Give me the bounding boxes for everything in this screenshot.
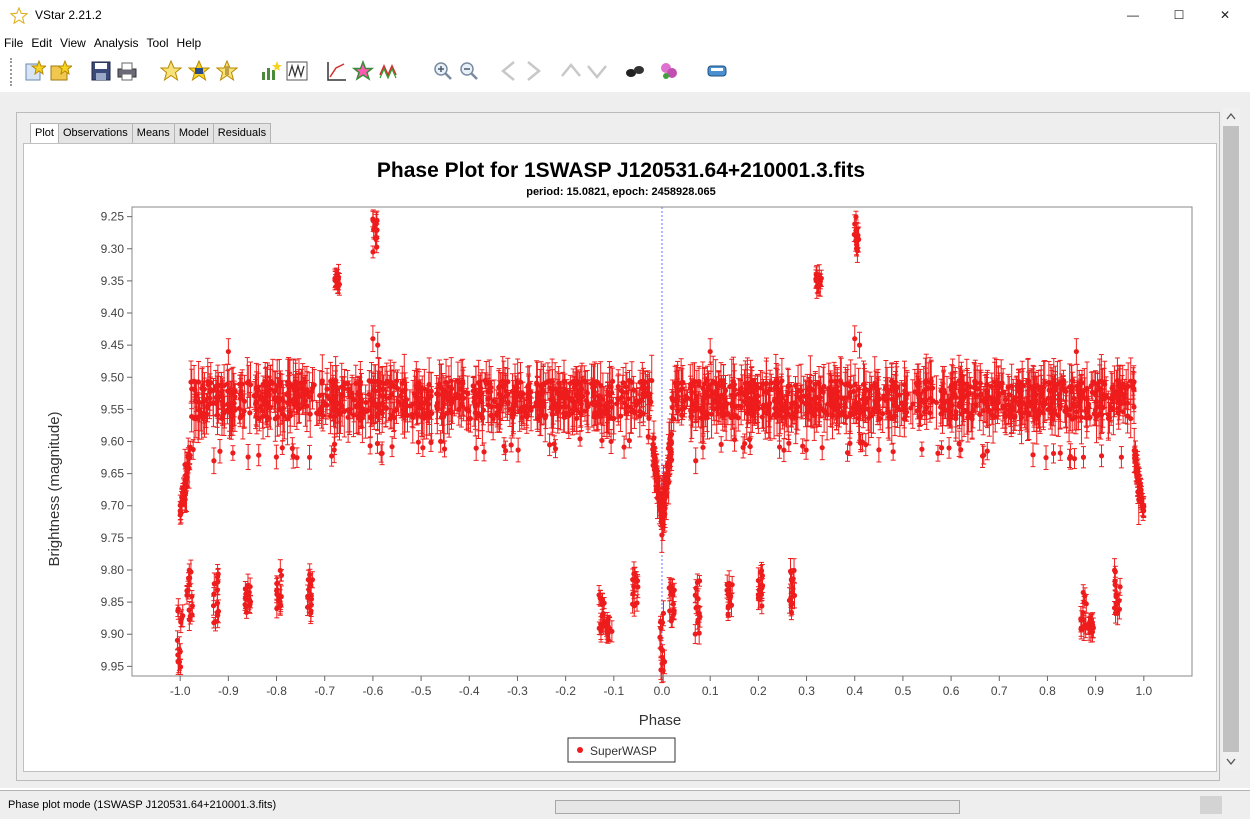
data-point — [1046, 396, 1051, 401]
close-button[interactable]: ✕ — [1202, 0, 1248, 30]
data-point — [908, 405, 913, 410]
data-point — [953, 413, 958, 418]
chart-subtitle: period: 15.0821, epoch: 2458928.065 — [526, 186, 716, 198]
tab-means[interactable]: Means — [132, 123, 175, 143]
data-point — [1074, 409, 1079, 414]
data-point — [464, 406, 469, 411]
toolbar — [0, 53, 1250, 89]
maximize-icon: ☐ — [1174, 8, 1185, 22]
forward-icon[interactable] — [522, 60, 544, 82]
data-point — [784, 409, 789, 414]
wwz-icon[interactable] — [286, 60, 308, 82]
data-point — [189, 414, 194, 419]
model-icon[interactable] — [216, 60, 238, 82]
observations-icon[interactable] — [160, 60, 182, 82]
maximize-button[interactable]: ☐ — [1156, 0, 1202, 30]
menu-view[interactable]: View — [56, 34, 90, 52]
data-point — [312, 382, 317, 387]
menu-analysis[interactable]: Analysis — [90, 34, 143, 52]
data-point — [196, 379, 201, 384]
polynomial-icon[interactable] — [352, 60, 374, 82]
menu-bar: File Edit View Analysis Tool Help — [0, 34, 1250, 52]
data-point — [1079, 415, 1084, 420]
menu-help[interactable]: Help — [173, 34, 206, 52]
data-point — [478, 386, 483, 391]
close-icon: ✕ — [1220, 8, 1230, 22]
data-point — [247, 410, 252, 415]
open-star-icon[interactable] — [50, 60, 72, 82]
back-icon[interactable] — [498, 60, 520, 82]
data-point — [999, 380, 1004, 385]
data-point — [1099, 412, 1104, 417]
period-search-icon[interactable] — [260, 60, 282, 82]
tab-observations[interactable]: Observations — [58, 123, 133, 143]
means-icon[interactable] — [188, 60, 210, 82]
menu-file[interactable]: File — [0, 34, 27, 52]
zoom-in-icon[interactable] — [432, 60, 454, 82]
window-title: VStar 2.21.2 — [35, 8, 102, 22]
phase-plot[interactable]: Phase Plot for 1SWASP J120531.64+210001.… — [24, 144, 1216, 771]
data-point — [387, 395, 392, 400]
plugin-icon[interactable] — [658, 60, 680, 82]
zoom-out-icon[interactable] — [458, 60, 480, 82]
toolbar-grip[interactable] — [10, 58, 15, 86]
data-point — [718, 378, 723, 383]
chart-title: Phase Plot for 1SWASP J120531.64+210001.… — [377, 159, 865, 182]
menu-tool[interactable]: Tool — [143, 34, 173, 52]
new-star-icon[interactable] — [24, 60, 46, 82]
plot-icon[interactable] — [326, 60, 348, 82]
data-point — [1128, 379, 1133, 384]
data-point — [793, 415, 798, 420]
data-point — [978, 381, 983, 386]
tab-residuals[interactable]: Residuals — [213, 123, 271, 143]
plot-frame — [132, 207, 1192, 676]
title-bar: VStar 2.21.2 — ☐ ✕ — [0, 0, 1250, 32]
minimize-button[interactable]: — — [1110, 0, 1156, 30]
filter-icon[interactable] — [378, 60, 400, 82]
binoculars-icon[interactable] — [624, 60, 646, 82]
save-icon[interactable] — [90, 60, 112, 82]
chart-container[interactable]: Phase Plot for 1SWASP J120531.64+210001.… — [23, 143, 1217, 772]
plot-area — [132, 207, 1192, 676]
print-icon[interactable] — [116, 60, 138, 82]
data-point — [484, 381, 489, 386]
vstar-star-icon — [10, 7, 28, 25]
data-point — [798, 388, 803, 393]
view-tabs: Plot Observations Means Model Residuals — [30, 123, 270, 143]
data-point — [598, 383, 603, 388]
minimize-icon: — — [1127, 8, 1139, 22]
data-point — [263, 379, 268, 384]
menu-edit[interactable]: Edit — [27, 34, 56, 52]
down-icon[interactable] — [586, 60, 608, 82]
tab-plot[interactable]: Plot — [30, 123, 59, 144]
up-icon[interactable] — [560, 60, 582, 82]
tab-model[interactable]: Model — [174, 123, 214, 143]
info-icon[interactable] — [706, 60, 728, 82]
